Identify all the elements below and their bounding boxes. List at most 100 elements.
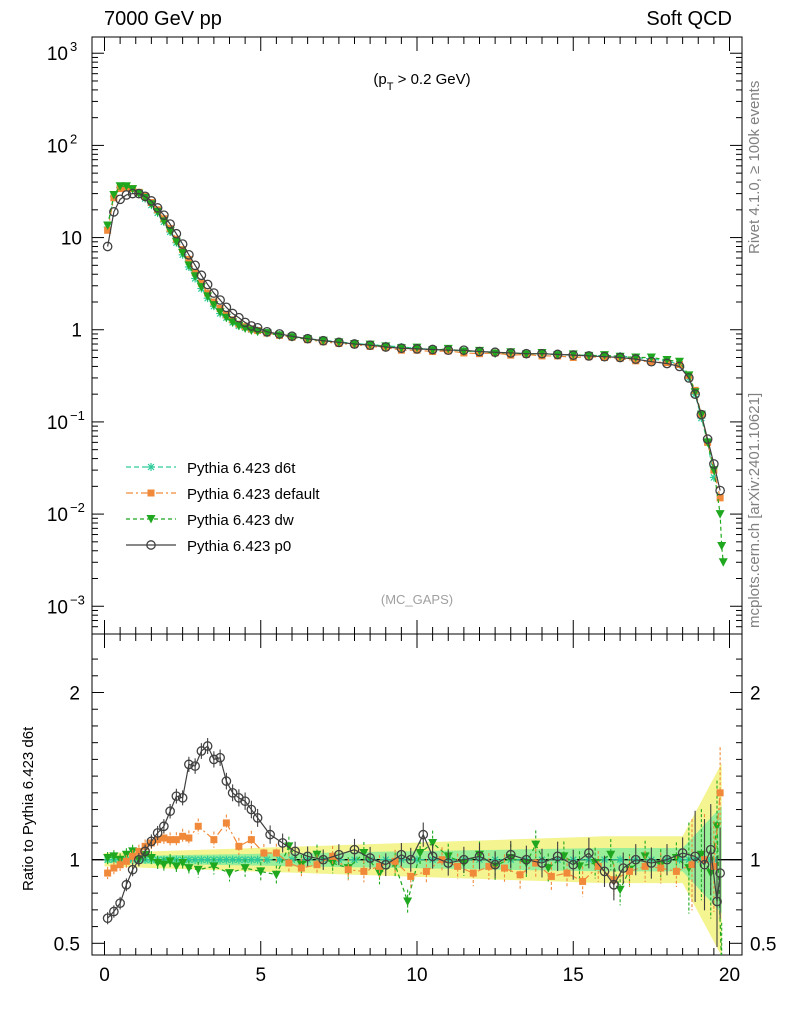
point-dw — [165, 226, 175, 236]
point-default — [438, 856, 446, 864]
point-default — [716, 789, 724, 797]
point-p0 — [521, 348, 532, 359]
point-p0 — [209, 288, 219, 298]
point-p0 — [630, 854, 641, 865]
star-arm — [247, 856, 255, 864]
point-p0 — [302, 333, 313, 344]
point-default — [469, 869, 477, 877]
point-p0 — [396, 343, 407, 354]
point-p0 — [146, 196, 157, 206]
point-default — [422, 867, 430, 875]
main-y-tick-exponent: −3 — [70, 592, 85, 607]
point-dw — [103, 221, 113, 231]
star-arm — [222, 856, 230, 864]
ratio-x-tick-label: 10 — [406, 965, 427, 986]
point-default — [104, 869, 112, 877]
point-p0 — [705, 844, 716, 855]
point-dw — [717, 542, 727, 551]
point-p0 — [715, 868, 725, 878]
series-line-dw — [107, 185, 724, 563]
point-p0 — [121, 879, 132, 890]
ratio-y-tick-label-right: 1 — [750, 851, 761, 872]
legend-entry-default: Pythia 6.423 default — [126, 486, 320, 503]
point-p0 — [252, 322, 263, 333]
ratio-x-tick-label: 20 — [719, 965, 740, 986]
point-p0 — [184, 249, 194, 260]
point-dw — [606, 850, 616, 860]
point-p0 — [152, 203, 163, 213]
point-p0 — [302, 851, 313, 862]
point-dw — [696, 850, 706, 860]
point-p0 — [252, 813, 263, 823]
point-default — [594, 862, 602, 870]
point-p0 — [584, 848, 594, 858]
point-p0 — [662, 854, 672, 865]
point-d6t — [263, 855, 271, 864]
point-p0 — [380, 342, 391, 352]
main-y-tick-label: 10 — [47, 597, 68, 618]
header-right: Soft QCD — [646, 8, 732, 30]
series-p0 — [102, 188, 725, 496]
point-p0 — [221, 302, 232, 313]
main-y-tick-label: 10 — [47, 44, 68, 65]
point-dw — [543, 864, 553, 873]
star-arm — [191, 856, 199, 864]
point-default — [485, 862, 493, 870]
point-default — [122, 857, 130, 865]
point-dw — [684, 371, 694, 380]
point-default — [260, 849, 268, 857]
point-dw — [146, 854, 156, 863]
point-p0 — [165, 219, 175, 229]
point-default — [235, 842, 243, 850]
point-p0 — [102, 913, 113, 924]
point-default — [454, 862, 462, 870]
point-p0 — [630, 354, 641, 364]
star-arm — [235, 856, 243, 864]
point-default — [360, 867, 368, 875]
point-default — [222, 819, 230, 827]
point-p0 — [215, 295, 225, 305]
point-p0 — [240, 796, 250, 807]
main-y-tick-label: 10 — [47, 505, 68, 526]
ratio-y-tick-label: 1 — [69, 851, 80, 872]
point-default — [547, 872, 555, 880]
point-p0 — [177, 792, 188, 803]
point-dw — [209, 862, 219, 871]
point-dw — [178, 859, 188, 868]
point-p0 — [702, 434, 713, 445]
point-p0 — [427, 851, 438, 862]
point-p0 — [177, 239, 188, 249]
point-p0 — [412, 344, 422, 354]
point-dw — [103, 854, 113, 863]
legend-label-default: Pythia 6.423 default — [187, 486, 320, 503]
point-p0 — [121, 190, 132, 200]
point-default — [391, 857, 399, 865]
point-dw — [109, 852, 119, 861]
star-arm — [216, 856, 224, 864]
main-y-tick-exponent: 2 — [70, 131, 77, 146]
ratio-y-tick-label-right: 0.5 — [750, 934, 776, 955]
point-dw — [115, 182, 125, 191]
point-dw — [190, 272, 200, 281]
ratio-y-tick-label: 2 — [69, 684, 80, 705]
point-dw — [662, 355, 672, 365]
ratio-axes: 0.5 0.51 12 20 5 10 15 20 — [54, 634, 776, 986]
point-p0 — [715, 485, 725, 496]
point-default — [247, 836, 255, 844]
legend-entry-d6t: Pythia 6.423 d6t — [126, 460, 296, 477]
ratio-plot-frame — [91, 633, 743, 956]
point-dw — [553, 351, 563, 360]
point-default — [407, 872, 415, 880]
point-default — [191, 268, 199, 276]
main-y-tick-exponent: 3 — [70, 39, 77, 54]
point-default — [297, 864, 305, 872]
legend-marker-default — [147, 489, 155, 497]
point-p0 — [568, 350, 579, 361]
point-p0 — [290, 846, 300, 857]
point-p0 — [190, 260, 200, 271]
point-p0 — [190, 761, 200, 771]
star-arm — [197, 856, 205, 864]
point-p0 — [215, 752, 225, 763]
point-p0 — [474, 346, 485, 357]
point-p0 — [171, 228, 182, 239]
